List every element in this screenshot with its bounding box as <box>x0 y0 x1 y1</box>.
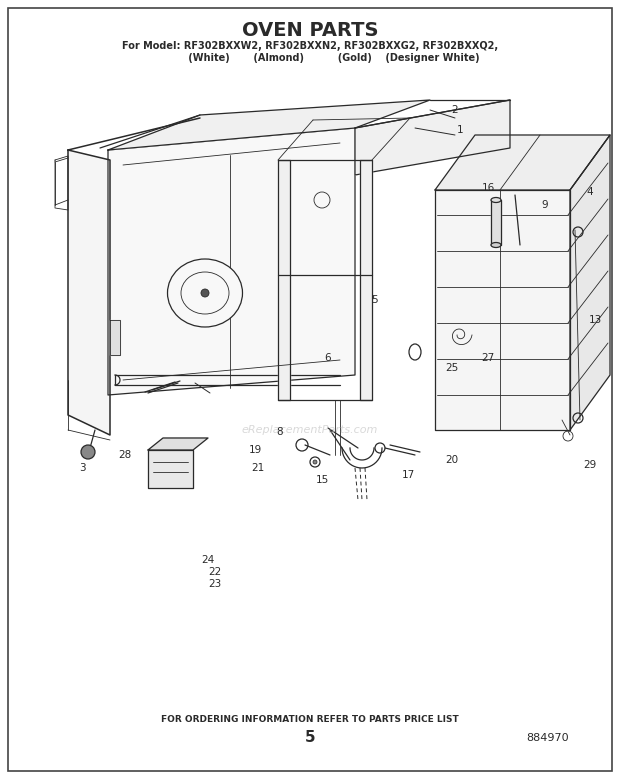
Text: 22: 22 <box>208 567 221 577</box>
Text: 5: 5 <box>304 731 316 746</box>
Polygon shape <box>435 190 570 430</box>
Circle shape <box>201 289 209 297</box>
Text: 29: 29 <box>583 460 596 470</box>
Text: 2: 2 <box>452 105 458 115</box>
Text: 5: 5 <box>371 295 378 305</box>
Ellipse shape <box>491 198 501 203</box>
Text: 20: 20 <box>445 455 459 465</box>
Polygon shape <box>148 450 193 488</box>
Polygon shape <box>148 438 208 450</box>
Ellipse shape <box>167 259 242 327</box>
Text: eReplacementParts.com: eReplacementParts.com <box>242 425 378 435</box>
Polygon shape <box>360 160 372 400</box>
Text: 17: 17 <box>401 470 415 480</box>
Polygon shape <box>435 135 610 190</box>
Text: 15: 15 <box>316 475 329 485</box>
Polygon shape <box>108 100 430 150</box>
Circle shape <box>313 460 317 464</box>
Text: 1: 1 <box>457 125 463 135</box>
Text: For Model: RF302BXXW2, RF302BXXN2, RF302BXXG2, RF302BXXQ2,: For Model: RF302BXXW2, RF302BXXN2, RF302… <box>122 41 498 51</box>
Polygon shape <box>68 150 110 435</box>
Polygon shape <box>355 100 510 175</box>
Text: 884970: 884970 <box>526 733 569 743</box>
Text: FOR ORDERING INFORMATION REFER TO PARTS PRICE LIST: FOR ORDERING INFORMATION REFER TO PARTS … <box>161 715 459 724</box>
Text: 28: 28 <box>118 450 131 460</box>
Text: 19: 19 <box>249 445 262 455</box>
Text: 13: 13 <box>588 315 601 325</box>
Text: 9: 9 <box>542 200 548 210</box>
Text: 6: 6 <box>325 353 331 363</box>
Text: 23: 23 <box>208 579 221 589</box>
Polygon shape <box>570 135 610 430</box>
Polygon shape <box>110 320 120 355</box>
Polygon shape <box>108 128 355 395</box>
Text: 21: 21 <box>251 463 265 473</box>
Text: 4: 4 <box>587 187 593 197</box>
Ellipse shape <box>491 242 501 248</box>
Text: 27: 27 <box>481 353 495 363</box>
Polygon shape <box>278 160 290 400</box>
Text: OVEN PARTS: OVEN PARTS <box>242 20 378 40</box>
Text: 3: 3 <box>79 463 86 473</box>
Text: 25: 25 <box>445 363 459 373</box>
Text: 16: 16 <box>481 183 495 193</box>
Polygon shape <box>491 200 501 245</box>
Text: 24: 24 <box>202 555 215 565</box>
Text: (White)       (Almond)          (Gold)    (Designer White): (White) (Almond) (Gold) (Designer White) <box>141 53 479 63</box>
Text: 8: 8 <box>277 427 283 437</box>
Circle shape <box>81 445 95 459</box>
